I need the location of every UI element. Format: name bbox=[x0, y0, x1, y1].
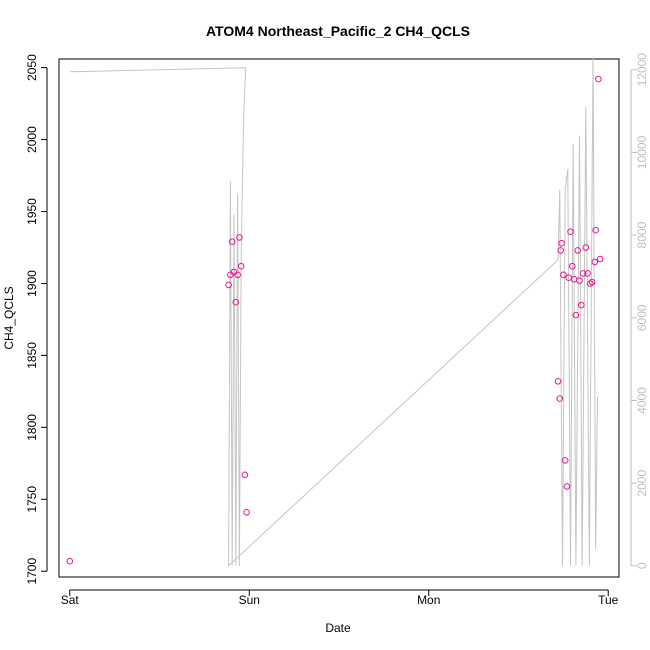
data-point bbox=[558, 239, 565, 247]
right-tick-label: 10000 bbox=[635, 135, 649, 169]
chart-title: ATOM4 Northeast_Pacific_2 CH4_QCLS bbox=[206, 23, 470, 39]
secondary-series-line bbox=[69, 57, 598, 567]
data-point bbox=[574, 247, 582, 254]
points-layer bbox=[66, 75, 604, 565]
data-point bbox=[596, 255, 604, 263]
y-axis-label: CH4_QCLS bbox=[2, 286, 16, 349]
data-point bbox=[587, 280, 594, 287]
right-tick-label: 4000 bbox=[635, 387, 649, 414]
data-point bbox=[560, 271, 567, 279]
x-tick-label: Tue bbox=[598, 593, 619, 607]
y-tick-label: 1850 bbox=[25, 342, 39, 369]
data-point bbox=[66, 557, 74, 565]
data-point bbox=[234, 271, 241, 279]
x-axis: Sat Sun Mon Tue bbox=[61, 589, 619, 607]
right-tick-label: 6000 bbox=[635, 304, 649, 331]
data-point bbox=[584, 270, 591, 277]
data-point bbox=[232, 298, 240, 306]
y-tick-label: 2050 bbox=[25, 54, 39, 81]
data-point bbox=[578, 301, 585, 309]
data-point bbox=[567, 228, 574, 235]
data-point bbox=[557, 247, 565, 254]
data-point bbox=[241, 471, 249, 479]
y-tick-label: 1750 bbox=[25, 486, 39, 513]
right-axis: 0 2000 4000 6000 8000 10000 12000 bbox=[630, 53, 649, 569]
data-point bbox=[582, 244, 590, 251]
right-tick-label: 8000 bbox=[635, 221, 649, 248]
data-point bbox=[236, 234, 243, 241]
data-point bbox=[225, 281, 232, 289]
data-point bbox=[237, 262, 245, 270]
right-tick-label: 0 bbox=[635, 562, 649, 569]
data-point bbox=[243, 509, 250, 516]
data-point bbox=[572, 311, 580, 319]
data-point bbox=[592, 226, 600, 234]
data-point bbox=[554, 378, 562, 385]
x-tick-label: Sun bbox=[239, 593, 260, 607]
data-point bbox=[595, 75, 602, 83]
data-point bbox=[579, 270, 587, 277]
y-tick-label: 1900 bbox=[25, 270, 39, 297]
data-point bbox=[576, 277, 583, 284]
y-tick-label: 1700 bbox=[25, 558, 39, 585]
data-point bbox=[561, 457, 569, 464]
data-point bbox=[228, 238, 236, 245]
x-tick-label: Mon bbox=[417, 593, 440, 607]
plot-box bbox=[58, 58, 620, 578]
data-point bbox=[556, 395, 564, 402]
data-point bbox=[591, 258, 599, 266]
data-point bbox=[569, 262, 576, 270]
y-tick-label: 1950 bbox=[25, 198, 39, 225]
secondary-series-layer bbox=[69, 57, 598, 567]
x-axis-label: Date bbox=[325, 621, 351, 635]
right-tick-label: 2000 bbox=[635, 470, 649, 497]
y-tick-label: 2000 bbox=[25, 126, 39, 153]
y-axis: 1700 1750 1800 1850 1900 1950 2000 2050 bbox=[25, 54, 48, 585]
data-point bbox=[588, 278, 596, 286]
y-tick-label: 1800 bbox=[25, 414, 39, 441]
data-point bbox=[563, 483, 571, 490]
right-tick-label: 12000 bbox=[635, 53, 649, 87]
x-tick-label: Sat bbox=[61, 593, 80, 607]
